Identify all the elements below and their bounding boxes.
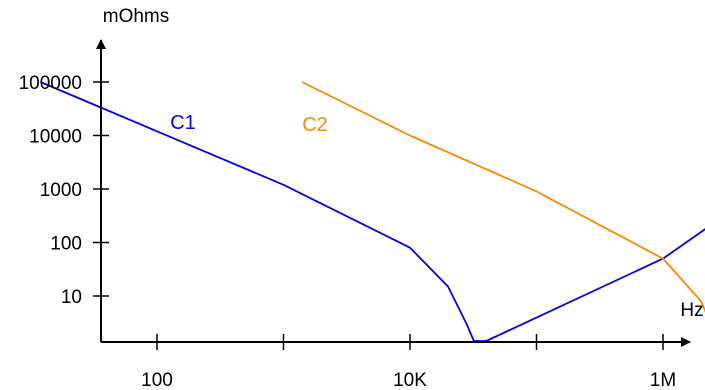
x-tick-label: 10K bbox=[393, 370, 427, 390]
x-tick-label: 1M bbox=[650, 370, 676, 390]
series-line-c1 bbox=[40, 81, 705, 342]
y-tick-label: 10000 bbox=[29, 127, 82, 148]
y-tick-label: 100 bbox=[50, 234, 82, 255]
y-tick-label: 100000 bbox=[19, 73, 82, 94]
x-axis-title: Hz bbox=[680, 300, 703, 321]
x-tick-label: 100 bbox=[141, 370, 173, 390]
series-label-c2: C2 bbox=[302, 114, 328, 136]
label-layer: 10010K1M100M10G10100100010000100000HzmOh… bbox=[19, 6, 704, 390]
y-tick-label: 1000 bbox=[40, 180, 82, 201]
series-label-c1: C1 bbox=[170, 112, 196, 134]
series-layer bbox=[40, 81, 705, 342]
axes-layer bbox=[93, 39, 691, 350]
series-line-c2 bbox=[301, 81, 705, 313]
y-axis-title: mOhms bbox=[103, 6, 170, 27]
y-tick-label: 10 bbox=[61, 287, 82, 308]
